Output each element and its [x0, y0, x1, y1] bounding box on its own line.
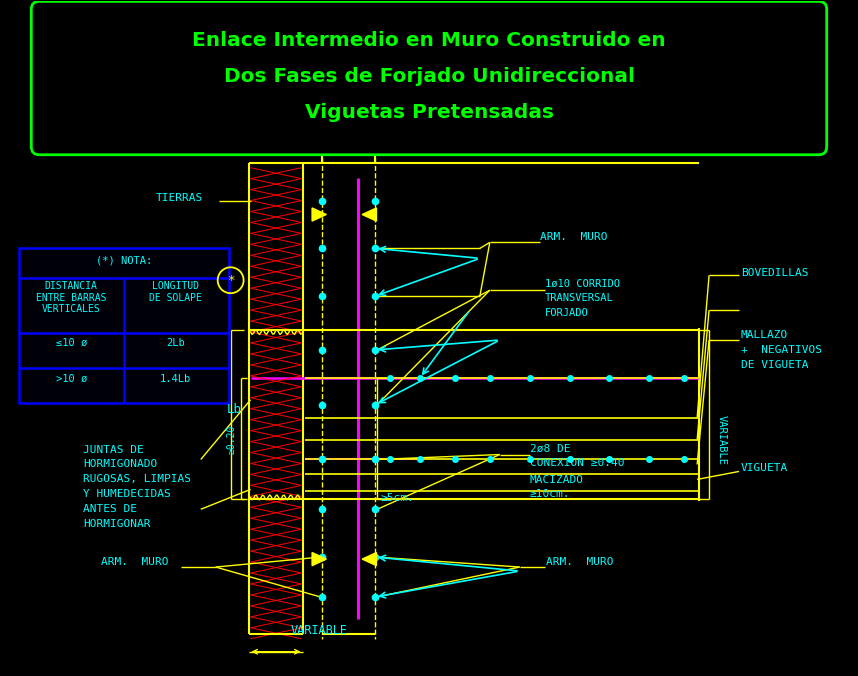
Text: TRANSVERSAL: TRANSVERSAL	[545, 293, 613, 303]
Text: ARM.  MURO: ARM. MURO	[546, 557, 613, 567]
Text: 2Lb: 2Lb	[166, 338, 185, 348]
Text: HORMIGONAR: HORMIGONAR	[83, 519, 151, 529]
Text: ARM.  MURO: ARM. MURO	[540, 233, 607, 243]
Text: JUNTAS DE: JUNTAS DE	[83, 445, 144, 454]
Text: VARIABLE: VARIABLE	[291, 624, 347, 637]
Text: DISTANCIA
ENTRE BARRAS
VERTICALES: DISTANCIA ENTRE BARRAS VERTICALES	[36, 281, 106, 314]
Text: Viguetas Pretensadas: Viguetas Pretensadas	[305, 103, 553, 122]
Text: CONEXION ≥0.40: CONEXION ≥0.40	[529, 458, 624, 468]
Text: LONGITUD
DE SOLAPE: LONGITUD DE SOLAPE	[149, 281, 202, 303]
Text: ≥10cm.: ≥10cm.	[529, 489, 571, 500]
Text: RUGOSAS, LIMPIAS: RUGOSAS, LIMPIAS	[83, 475, 191, 485]
Polygon shape	[312, 552, 326, 566]
Text: 2ø8 DE: 2ø8 DE	[529, 443, 571, 454]
Text: +  NEGATIVOS: + NEGATIVOS	[741, 345, 822, 355]
Text: 1ø10 CORRIDO: 1ø10 CORRIDO	[545, 279, 619, 288]
Text: TIERRAS: TIERRAS	[156, 193, 203, 203]
Text: Lb: Lb	[227, 403, 242, 416]
Text: MALLAZO: MALLAZO	[741, 330, 789, 340]
Text: *: *	[227, 274, 234, 287]
Text: ≤10 ø: ≤10 ø	[56, 338, 87, 348]
Text: VARIABLE: VARIABLE	[717, 414, 727, 464]
Text: 1.4Lb: 1.4Lb	[160, 374, 191, 384]
Text: BOVEDILLAS: BOVEDILLAS	[741, 268, 808, 279]
Text: HORMIGONADO: HORMIGONADO	[83, 460, 157, 470]
Text: ANTES DE: ANTES DE	[83, 504, 137, 514]
Polygon shape	[362, 552, 377, 566]
Text: ≥5cm.: ≥5cm.	[380, 493, 414, 504]
Text: ≥0.20: ≥0.20	[227, 425, 237, 454]
Text: ARM.  MURO: ARM. MURO	[101, 557, 168, 567]
Polygon shape	[362, 208, 377, 221]
Polygon shape	[312, 208, 326, 221]
Bar	[20, 248, 228, 403]
Text: >10 ø: >10 ø	[56, 374, 87, 384]
Text: Dos Fases de Forjado Unidireccional: Dos Fases de Forjado Unidireccional	[223, 67, 635, 86]
FancyBboxPatch shape	[31, 1, 827, 155]
Text: FORJADO: FORJADO	[545, 308, 589, 318]
Text: (*) NOTA:: (*) NOTA:	[96, 256, 152, 266]
Text: Y HUMEDECIDAS: Y HUMEDECIDAS	[83, 489, 171, 500]
Text: MACIZADO: MACIZADO	[529, 475, 583, 485]
Text: Enlace Intermedio en Muro Construido en: Enlace Intermedio en Muro Construido en	[192, 31, 666, 50]
Text: VIGUETA: VIGUETA	[741, 464, 789, 473]
Text: DE VIGUETA: DE VIGUETA	[741, 360, 808, 370]
